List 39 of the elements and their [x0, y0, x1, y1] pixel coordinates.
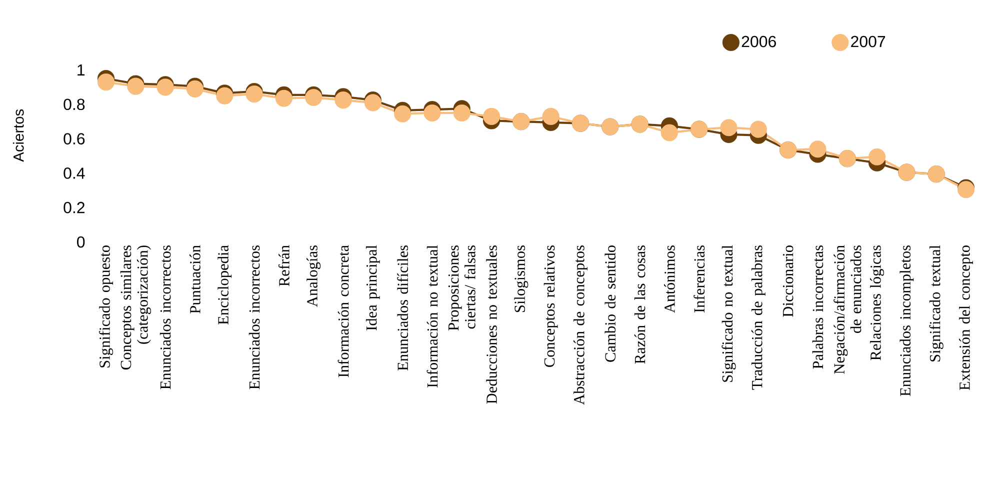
x-tick-label: Enunciados difíciles — [397, 245, 408, 371]
y-tick-label: 0.8 — [64, 98, 85, 110]
x-tick-label: Enunciados incompletos — [900, 245, 914, 396]
x-tick-label: Proposiciones ciertas/ falsas — [448, 245, 476, 331]
x-tick-label: Abstracción de conceptos — [574, 245, 588, 405]
x-tick-label: Extensión del concepto — [959, 245, 973, 390]
x-tick-label: Información no textual — [426, 245, 438, 388]
x-tick-label: Relaciones lógicas — [870, 245, 884, 360]
y-axis-title: Aciertos — [13, 109, 24, 162]
x-tick-label: Significado textual — [929, 245, 944, 362]
x-tick-label: Silogismos — [514, 245, 528, 312]
x-tick-label: Traducción de palabras — [751, 245, 766, 390]
x-tick-label: Negación/afirmación de enunciados — [834, 245, 862, 374]
x-tick-label: Inferencias — [694, 245, 705, 312]
x-tick-label: Enunciados incorrectos — [160, 245, 171, 390]
x-tick-label: Idea principal — [366, 245, 380, 330]
x-tick-label: Palabras incorrectas — [812, 245, 824, 369]
x-tick-label: Diccionario — [782, 245, 794, 317]
x-tick-label: Deducciones no textuales — [486, 245, 497, 404]
x-tick-label: Enciclopedia — [218, 245, 232, 325]
y-tick-label: 0.4 — [64, 168, 85, 179]
x-tick-label: Significado no textual — [722, 245, 736, 382]
x-tick-label: Puntuación — [190, 245, 200, 314]
x-tick-label: Razón de las cosas — [634, 245, 646, 364]
y-tick-label: 0.6 — [64, 133, 85, 144]
x-tick-label: Cambio de sentido — [604, 245, 616, 362]
x-tick-label: Conceptos similares (categorización) — [120, 245, 151, 370]
x-tick-label: Analogías — [306, 245, 321, 307]
x-tick-label: Información concreta — [338, 245, 349, 378]
x-tick-label: Antónimos — [664, 245, 675, 313]
y-tick-label: 1 — [78, 64, 85, 76]
y-tick-label: 0 — [77, 236, 85, 248]
x-tick-label: Significado opuesto — [98, 245, 114, 368]
x-tick-label: Enunciados incorrectos — [248, 245, 260, 390]
x-tick-label: Conceptos relativos — [544, 245, 558, 367]
x-tick-label: Refrán — [278, 245, 290, 286]
legend-label: 2006 — [742, 36, 776, 48]
y-tick-label: 0.2 — [64, 202, 84, 214]
legend-label: 2007 — [851, 36, 886, 48]
